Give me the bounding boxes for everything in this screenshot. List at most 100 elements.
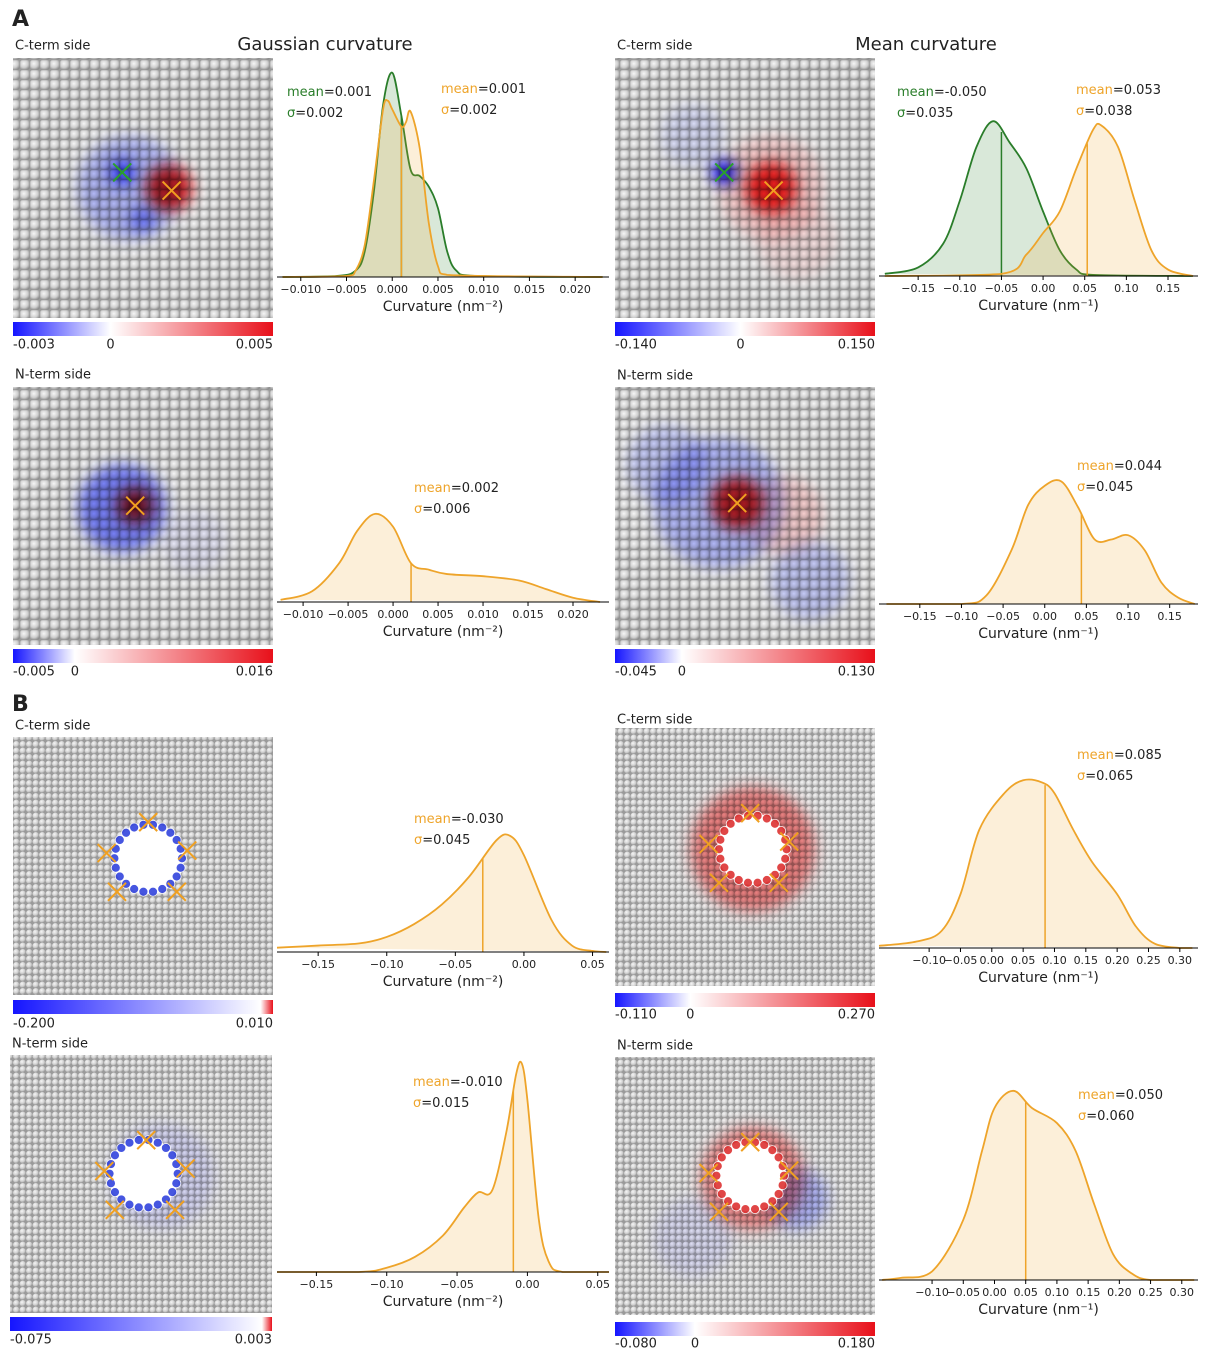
x-tick-label: 0.25: [1138, 1286, 1163, 1299]
x-tick-label: 0.15: [1157, 610, 1182, 623]
x-tick-label: −0.005: [328, 608, 369, 621]
pore-bead: [731, 1140, 742, 1150]
mean-label: mean=0.085: [1077, 748, 1162, 763]
side-label: C-term side: [15, 39, 90, 54]
x-tick-label: −0.005: [326, 283, 367, 296]
pore-bead: [715, 834, 726, 845]
pore-bead: [138, 886, 149, 897]
pore-bead: [171, 871, 182, 882]
pore-bead: [719, 826, 730, 836]
pore-bead: [740, 1204, 751, 1215]
x-tick-label: 0.020: [557, 608, 589, 621]
pore-bead: [767, 1145, 778, 1156]
x-tick-label: 0.15: [1076, 1286, 1101, 1299]
panel-label: A: [12, 7, 29, 32]
colorbar-tick-label: 0: [71, 665, 79, 680]
pore-bead: [731, 1201, 742, 1212]
x-tick-label: 0.05: [1011, 954, 1036, 967]
x-tick-label: 0.010: [468, 283, 500, 296]
cross-marker: [698, 1163, 719, 1183]
x-tick-label: 0.00: [1031, 282, 1056, 295]
cross-marker: [769, 873, 789, 893]
colorbar-tick-label: -0.140: [615, 338, 657, 353]
x-tick-label: 0.005: [422, 608, 454, 621]
mean-label: mean=-0.030: [414, 812, 504, 827]
pore-bead: [129, 822, 140, 833]
pore-bead: [743, 877, 753, 888]
cross-marker: [740, 803, 760, 823]
colorbar-tick-label: -0.005: [13, 665, 55, 680]
sigma-label: σ=0.006: [414, 502, 470, 517]
pore-bead: [716, 1189, 727, 1199]
x-tick-label: 0.015: [512, 608, 544, 621]
pore-bead: [716, 1152, 727, 1163]
cross-marker: [138, 812, 158, 832]
pore-bead: [761, 875, 772, 885]
x-tick-label: −0.010: [283, 608, 324, 621]
pore-bead: [777, 1180, 788, 1191]
density-curve: [884, 122, 1194, 277]
x-tick-label: 0.05: [1072, 282, 1097, 295]
x-axis-label: Curvature (nm⁻²): [383, 299, 504, 315]
membrane-image: [13, 58, 273, 318]
membrane-image: [615, 1057, 875, 1315]
pore-bead: [110, 1150, 120, 1161]
cross-marker: [107, 882, 127, 902]
x-tick-label: 0.00: [1032, 610, 1057, 623]
pore-bead: [752, 810, 763, 821]
pore-bead: [165, 878, 176, 889]
pore-bead: [776, 862, 787, 873]
colorbar-tick-label: 0.180: [838, 1337, 875, 1351]
cross-marker: [740, 1132, 760, 1152]
x-tick-label: −0.05: [440, 1278, 474, 1291]
cross-marker: [779, 831, 799, 852]
x-tick-label: −0.15: [301, 958, 335, 971]
cross-marker: [714, 162, 734, 183]
density-curve: [277, 1060, 609, 1273]
x-tick-label: −0.05: [985, 282, 1019, 295]
x-tick-label: 0.015: [514, 283, 546, 296]
sigma-label: σ=0.035: [897, 106, 953, 121]
x-tick-label: 0.05: [580, 958, 605, 971]
side-label: C-term side: [617, 713, 692, 728]
sigma-label: σ=0.002: [287, 106, 343, 121]
x-tick-label: −0.10: [915, 1286, 949, 1299]
side-label: N-term side: [12, 1037, 88, 1052]
colorbar: [13, 1000, 273, 1014]
mean-label: mean=0.001: [441, 82, 526, 97]
colorbar: [615, 1322, 875, 1336]
x-tick-label: −0.10: [945, 610, 979, 623]
cross-marker: [96, 843, 117, 863]
x-axis-label: Curvature (nm⁻²): [383, 624, 504, 640]
pore-bead: [723, 1196, 733, 1207]
colorbar: [615, 322, 875, 336]
density-curve: [282, 71, 603, 278]
pore-bead: [157, 822, 168, 833]
x-tick-label: 0.20: [1107, 1286, 1132, 1299]
x-tick-label: −0.05: [946, 1286, 980, 1299]
pore-bead: [175, 843, 186, 854]
colorbar: [615, 993, 875, 1007]
mean-label: mean=-0.010: [413, 1075, 503, 1090]
pore-bead: [157, 884, 168, 894]
heat-blob: [78, 136, 182, 240]
x-tick-label: 0.30: [1168, 954, 1193, 967]
pore-bead: [715, 853, 726, 864]
x-tick-label: 0.00: [980, 954, 1005, 967]
cross-marker: [727, 493, 747, 513]
cross-marker: [94, 1161, 115, 1181]
pore-bead: [114, 835, 125, 845]
colorbar-tick-label: -0.003: [13, 338, 55, 353]
colorbar-tick-label: -0.080: [615, 1337, 657, 1351]
x-tick-label: 0.00: [982, 1286, 1007, 1299]
pore-bead: [172, 1168, 183, 1179]
density-curve: [878, 778, 1193, 949]
density-curve: [884, 120, 1194, 277]
colorbar-tick-label: -0.110: [615, 1008, 657, 1023]
pore-bead: [719, 862, 730, 873]
x-tick-label: 0.05: [1013, 1286, 1038, 1299]
pore: [717, 813, 789, 886]
x-tick-label: 0.00: [515, 1278, 540, 1291]
density-curve: [280, 512, 601, 603]
cross-marker: [165, 1200, 185, 1220]
